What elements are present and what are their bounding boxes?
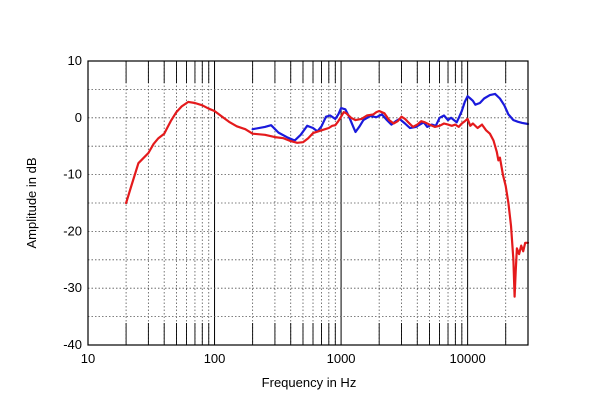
series-line-1 bbox=[251, 92, 530, 142]
plot-frame bbox=[87, 60, 529, 346]
x-tick-label: 100 bbox=[204, 351, 226, 366]
y-tick-label: -10 bbox=[63, 167, 82, 182]
y-tick-label: -40 bbox=[63, 337, 82, 352]
x-axis-title: Frequency in Hz bbox=[262, 375, 357, 390]
y-tick-label: 0 bbox=[75, 110, 82, 125]
x-tick-label: 10 bbox=[81, 351, 95, 366]
y-tick-label: 10 bbox=[68, 53, 82, 68]
x-tick-label: 1000 bbox=[327, 351, 356, 366]
series-group bbox=[125, 92, 530, 298]
x-tick-label: 10000 bbox=[450, 351, 486, 366]
series-line-2 bbox=[125, 100, 530, 298]
y-tick-label: -30 bbox=[63, 280, 82, 295]
y-tick-label: -20 bbox=[63, 223, 82, 238]
y-axis-title: Amplitude in dB bbox=[24, 157, 39, 248]
